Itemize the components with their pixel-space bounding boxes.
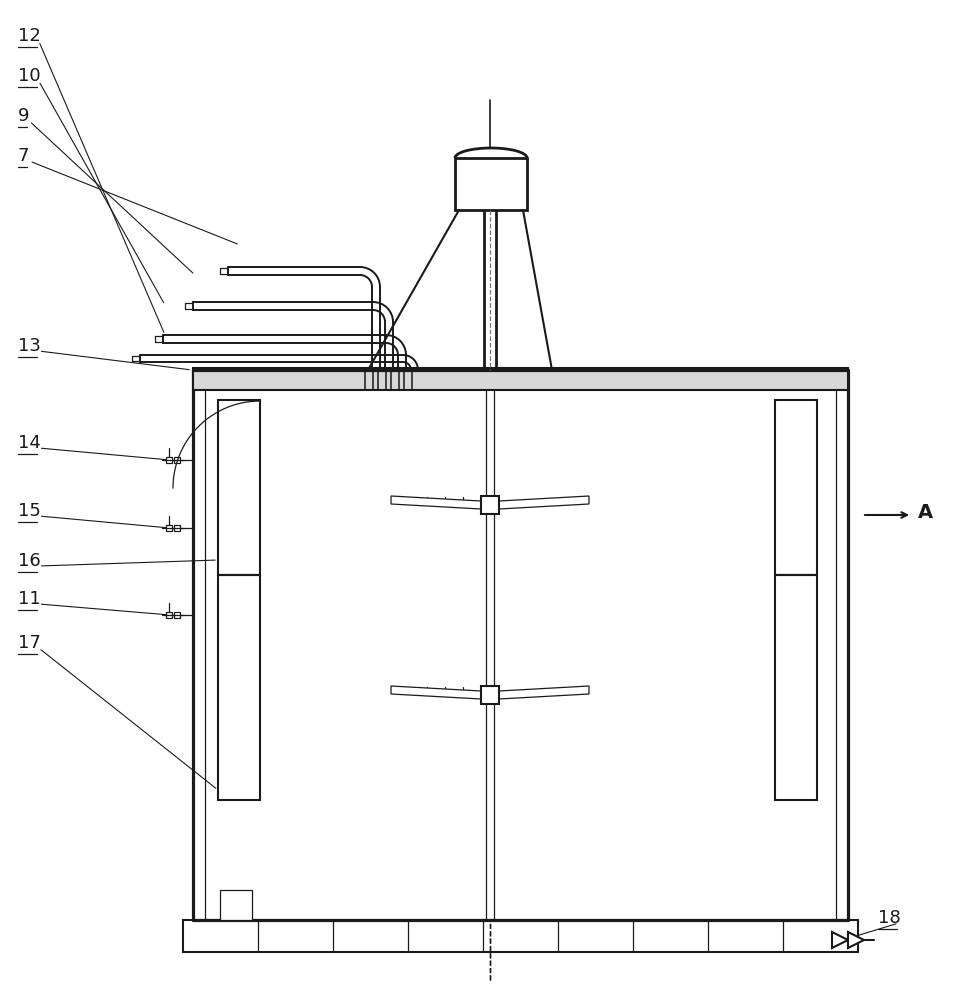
Text: 14: 14 <box>18 434 41 452</box>
Bar <box>183 920 857 952</box>
Bar <box>220 890 251 920</box>
Text: 12: 12 <box>18 27 41 45</box>
Text: 16: 16 <box>18 552 41 570</box>
Polygon shape <box>831 932 847 948</box>
Polygon shape <box>499 496 589 509</box>
Bar <box>455 158 526 210</box>
Text: 9: 9 <box>18 107 29 125</box>
Text: 13: 13 <box>18 337 41 355</box>
Text: 10: 10 <box>18 67 40 85</box>
Bar <box>166 457 172 463</box>
Polygon shape <box>847 932 864 948</box>
Text: 15: 15 <box>18 502 41 520</box>
Bar <box>218 575 260 800</box>
Bar <box>174 525 180 531</box>
Bar <box>480 686 499 704</box>
Bar <box>218 400 260 575</box>
Polygon shape <box>499 686 589 699</box>
Bar <box>174 612 180 618</box>
Text: 17: 17 <box>18 634 41 652</box>
Text: A: A <box>917 502 932 522</box>
Bar <box>480 496 499 514</box>
Bar <box>166 525 172 531</box>
Polygon shape <box>390 686 480 699</box>
Bar <box>166 612 172 618</box>
Text: 7: 7 <box>18 147 29 165</box>
Bar <box>775 575 817 800</box>
Bar <box>193 368 847 390</box>
Text: 11: 11 <box>18 590 41 608</box>
Text: 18: 18 <box>877 909 900 927</box>
Bar <box>775 400 817 575</box>
Bar <box>174 457 180 463</box>
Polygon shape <box>390 496 480 509</box>
